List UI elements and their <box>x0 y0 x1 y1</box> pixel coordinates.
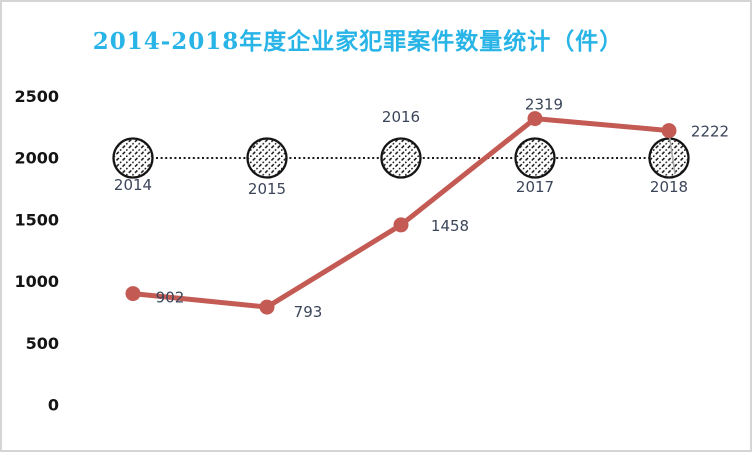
data-label: 793 <box>294 303 323 321</box>
category-label: 2016 <box>382 108 420 126</box>
category-label: 2015 <box>248 180 286 198</box>
y-axis-tick-label: 2500 <box>14 87 59 106</box>
data-point <box>661 123 677 139</box>
y-axis-tick-label: 1000 <box>14 272 59 291</box>
hatched-circle-icon <box>514 137 556 179</box>
hatched-circle-icon <box>114 139 152 177</box>
hatched-circle-icon <box>380 137 422 179</box>
hatched-circle-icon <box>650 139 688 177</box>
data-point <box>393 217 409 233</box>
category-label: 2014 <box>114 176 152 194</box>
data-point <box>125 286 141 302</box>
data-label: 2319 <box>525 96 563 114</box>
data-label-leader-line <box>668 135 676 175</box>
category-label: 2018 <box>650 178 688 196</box>
data-label: 1458 <box>431 217 469 235</box>
data-label: 902 <box>156 289 185 307</box>
category-label: 2017 <box>516 178 554 196</box>
data-point <box>527 111 543 127</box>
y-axis-tick-label: 1500 <box>14 210 59 229</box>
hatched-circle-icon <box>516 139 554 177</box>
hatched-circle-icon <box>382 139 420 177</box>
y-axis-tick-label: 500 <box>26 334 59 353</box>
y-axis-tick-label: 2000 <box>14 149 59 168</box>
y-axis-tick-label: 0 <box>48 396 59 415</box>
chart-labels: 2500 2000 1500 1000 500 0 2014 2015 2016 2017 2018… <box>14 87 729 415</box>
data-point <box>259 299 275 315</box>
main-series <box>125 111 677 315</box>
hatched-circle-icon <box>248 139 286 177</box>
hatched-circle-icon <box>112 137 154 179</box>
hatched-circle-icon <box>246 137 288 179</box>
chart-title: 2014-2018年度企业家犯罪案件数量统计（件） <box>92 28 624 55</box>
data-label: 2222 <box>691 123 729 141</box>
hatched-circle-icon <box>648 137 690 179</box>
reference-series <box>112 137 690 179</box>
